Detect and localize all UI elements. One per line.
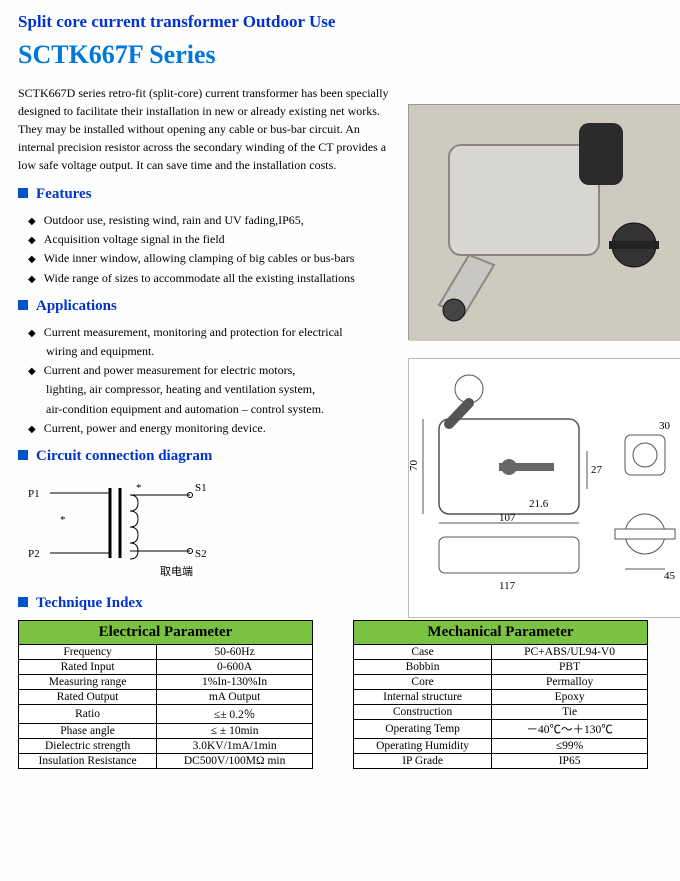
parameter-tables: Electrical Parameter Frequency50-60HzRat… bbox=[18, 620, 662, 769]
svg-text:21.6: 21.6 bbox=[529, 498, 549, 510]
svg-text:*: * bbox=[136, 482, 142, 494]
table-row: Phase angle≤ ± 10min bbox=[19, 723, 313, 738]
features-list: Outdoor use, resisting wind, rain and UV… bbox=[28, 211, 398, 288]
table-row: Operating Temp－40℃～＋130℃ bbox=[354, 719, 648, 738]
list-item: Current and power measurement for electr… bbox=[28, 361, 398, 380]
list-item: Outdoor use, resisting wind, rain and UV… bbox=[28, 211, 398, 230]
svg-text:S1: S1 bbox=[195, 482, 207, 494]
svg-text:S2: S2 bbox=[195, 548, 207, 560]
page-pretitle: Split core current transformer Outdoor U… bbox=[18, 12, 662, 32]
table-row: CorePermalloy bbox=[354, 674, 648, 689]
table-row: Insulation ResistanceDC500V/100MΩ min bbox=[19, 753, 313, 768]
svg-text:P1: P1 bbox=[28, 488, 40, 500]
square-bullet-icon bbox=[18, 450, 28, 460]
table-row: Frequency50-60Hz bbox=[19, 644, 313, 659]
circuit-diagram: P1 P2 * * S1 S2 取电端 bbox=[20, 473, 270, 583]
list-item: wiring and equipment. bbox=[28, 342, 398, 361]
table-row: Internal structureEpoxy bbox=[354, 689, 648, 704]
table-row: Rated OutputmA Output bbox=[19, 689, 313, 704]
svg-text:27: 27 bbox=[591, 464, 603, 476]
table-row: ConstructionTie bbox=[354, 704, 648, 719]
intro-paragraph: SCTK667D series retro-fit (split-core) c… bbox=[18, 84, 398, 174]
svg-text:117: 117 bbox=[499, 580, 516, 592]
square-bullet-icon bbox=[18, 300, 28, 310]
svg-text:取电端: 取电端 bbox=[160, 565, 193, 578]
dimension-drawing: 70 27 21.6 107 117 30 45 bbox=[408, 358, 680, 618]
table-row: Operating Humidity≤99% bbox=[354, 738, 648, 753]
svg-text:70: 70 bbox=[409, 460, 420, 472]
electrical-parameter-table: Electrical Parameter Frequency50-60HzRat… bbox=[18, 620, 313, 769]
square-bullet-icon bbox=[18, 597, 28, 607]
svg-text:107: 107 bbox=[499, 512, 516, 524]
svg-text:*: * bbox=[60, 514, 66, 526]
table-row: Dielectric strength3.0KV/1mA/1min bbox=[19, 738, 313, 753]
mechanical-parameter-table: Mechanical Parameter CasePC+ABS/UL94-V0B… bbox=[353, 620, 648, 769]
list-item: Current, power and energy monitoring dev… bbox=[28, 419, 398, 438]
table-row: Rated Input0-600A bbox=[19, 659, 313, 674]
square-bullet-icon bbox=[18, 188, 28, 198]
applications-list: Current measurement, monitoring and prot… bbox=[28, 323, 398, 438]
product-photo bbox=[408, 104, 680, 340]
list-item: Acquisition voltage signal in the field bbox=[28, 230, 398, 249]
svg-text:45: 45 bbox=[664, 570, 676, 582]
list-item: Current measurement, monitoring and prot… bbox=[28, 323, 398, 342]
list-item: lighting, air compressor, heating and ve… bbox=[28, 380, 398, 399]
list-item: Wide range of sizes to accommodate all t… bbox=[28, 269, 398, 288]
table-row: BobbinPBT bbox=[354, 659, 648, 674]
svg-text:P2: P2 bbox=[28, 548, 40, 560]
table-row: Measuring range1%In-130%In bbox=[19, 674, 313, 689]
table-row: Ratio≤± 0.2％ bbox=[19, 704, 313, 723]
table-row: CasePC+ABS/UL94-V0 bbox=[354, 644, 648, 659]
table-row: IP GradeIP65 bbox=[354, 753, 648, 768]
page-title: SCTK667F Series bbox=[18, 40, 662, 70]
list-item: Wide inner window, allowing clamping of … bbox=[28, 249, 398, 268]
svg-text:30: 30 bbox=[659, 420, 671, 432]
list-item: air-condition equipment and automation –… bbox=[28, 400, 398, 419]
